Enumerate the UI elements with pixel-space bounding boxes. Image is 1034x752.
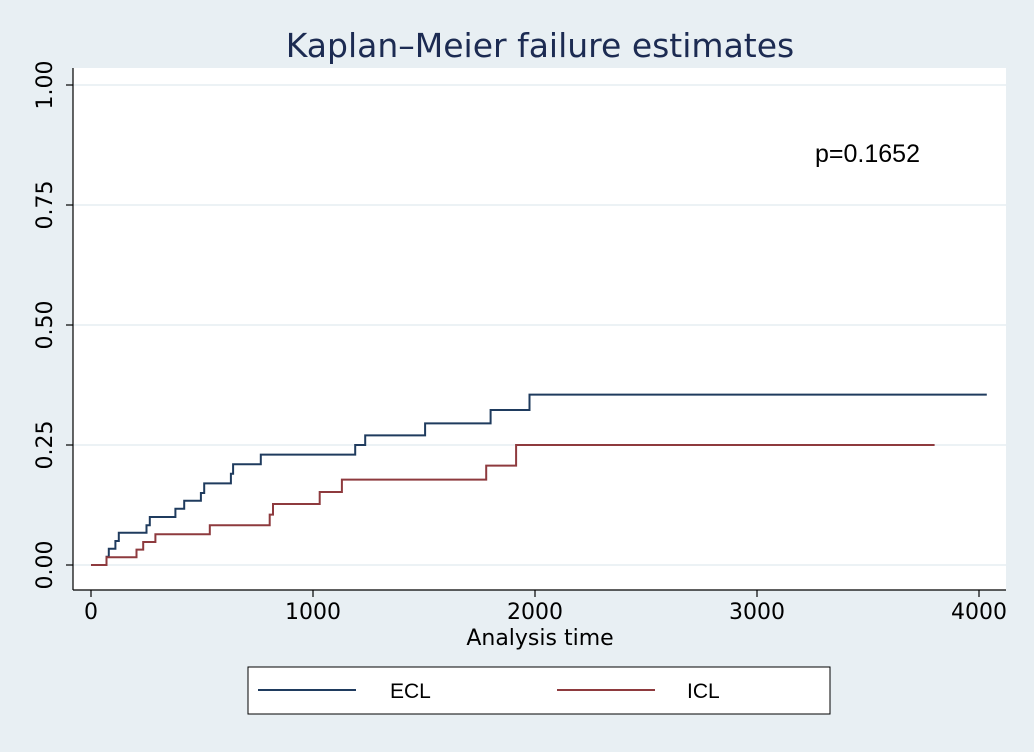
y-tick-label-4: 1.00 bbox=[33, 61, 58, 110]
y-tick-label-0: 0.00 bbox=[33, 541, 58, 590]
p-value-annotation: p=0.1652 bbox=[815, 140, 920, 168]
x-tick-label-0: 0 bbox=[84, 600, 98, 625]
legend-label-icl: ICL bbox=[687, 680, 720, 703]
y-tick-label-2: 0.50 bbox=[33, 301, 58, 350]
y-tick-label-3: 0.75 bbox=[33, 181, 58, 230]
plot-area bbox=[73, 68, 1006, 590]
series-line-icl bbox=[91, 444, 935, 566]
x-tick-label-1: 1000 bbox=[285, 600, 341, 625]
legend: ECL ICL bbox=[247, 666, 831, 715]
y-tick-label-1: 0.25 bbox=[33, 421, 58, 470]
x-tick-label-4: 4000 bbox=[951, 600, 1007, 625]
series-line-ecl bbox=[91, 393, 987, 566]
legend-label-ecl: ECL bbox=[390, 680, 431, 703]
x-axis-title: Analysis time bbox=[466, 626, 613, 651]
series-layer bbox=[91, 393, 987, 566]
x-tick-label-2: 2000 bbox=[507, 600, 563, 625]
x-tick-label-3: 3000 bbox=[729, 600, 785, 625]
y-axis-ticks: 0.00 0.25 0.50 0.75 1.00 bbox=[33, 61, 73, 590]
x-axis-ticks: 0 1000 2000 3000 4000 bbox=[84, 590, 1007, 625]
chart-title: Kaplan–Meier failure estimates bbox=[286, 26, 794, 65]
